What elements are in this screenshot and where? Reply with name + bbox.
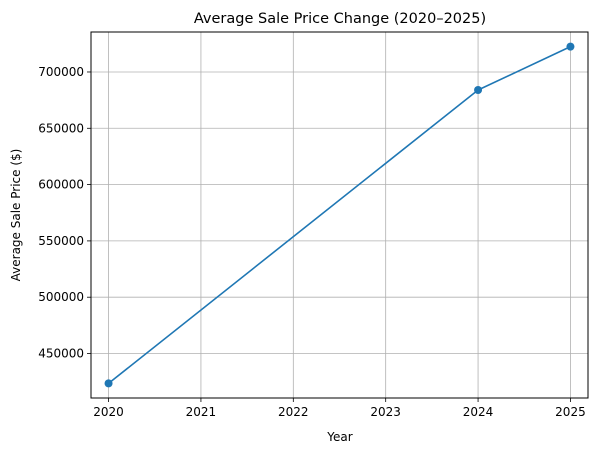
plot-frame (90, 31, 589, 399)
chart-title: Average Sale Price Change (2020–2025) (194, 11, 486, 27)
x-tick-label: 2024 (463, 405, 494, 419)
x-tick-label: 2022 (278, 405, 309, 419)
grid (91, 32, 588, 398)
x-axis: 2020 2021 2022 2023 2024 2025 (93, 398, 586, 419)
y-tick-label: 700000 (38, 65, 84, 79)
y-tick-label: 600000 (38, 178, 84, 192)
y-tick-label: 500000 (38, 290, 84, 304)
y-axis: 450000 500000 550000 600000 650000 700000 (38, 65, 91, 361)
x-tick-label: 2025 (555, 405, 586, 419)
series-line (108, 45, 571, 384)
x-tick-label: 2021 (186, 405, 217, 419)
y-tick-label: 650000 (38, 121, 84, 135)
data-point (566, 42, 575, 51)
x-tick-label: 2020 (93, 405, 124, 419)
y-tick-label: 550000 (38, 234, 84, 248)
x-tick-label: 2023 (370, 405, 401, 419)
y-axis-label: Average Sale Price ($) (9, 149, 23, 282)
y-tick-label: 450000 (38, 347, 84, 361)
x-axis-label: Year (326, 430, 352, 444)
series-layer (104, 42, 575, 388)
data-point (104, 379, 113, 388)
data-point (474, 85, 483, 94)
